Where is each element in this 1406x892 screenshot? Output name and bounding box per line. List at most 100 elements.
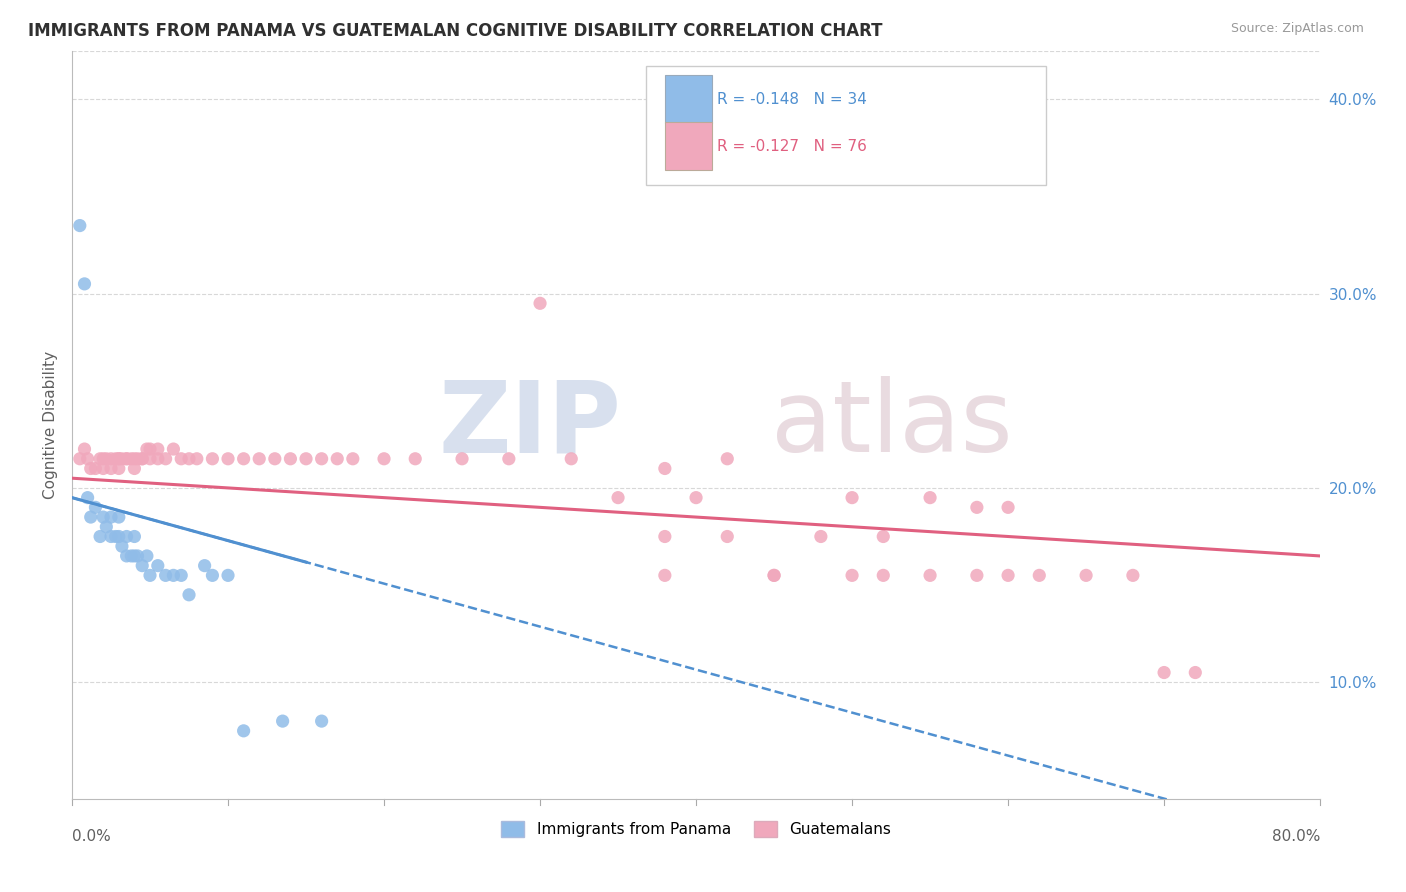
- Point: [560, 451, 582, 466]
- Point: [84, 461, 107, 475]
- FancyBboxPatch shape: [665, 75, 713, 123]
- Text: atlas: atlas: [770, 376, 1012, 474]
- Point: [91, 510, 114, 524]
- Point: [104, 529, 127, 543]
- Point: [654, 461, 676, 475]
- Point: [997, 500, 1019, 515]
- Text: R = -0.148   N = 34: R = -0.148 N = 34: [717, 92, 868, 107]
- Y-axis label: Cognitive Disability: Cognitive Disability: [44, 351, 58, 499]
- Point: [1184, 665, 1206, 680]
- Point: [155, 568, 177, 582]
- Point: [194, 558, 217, 573]
- Point: [108, 451, 131, 466]
- Point: [716, 529, 738, 543]
- Point: [1074, 568, 1097, 582]
- Point: [247, 451, 270, 466]
- Point: [139, 451, 162, 466]
- Point: [326, 451, 349, 466]
- Point: [124, 461, 146, 475]
- Point: [76, 491, 98, 505]
- Point: [108, 510, 131, 524]
- Point: [186, 451, 208, 466]
- Point: [498, 451, 520, 466]
- Point: [232, 451, 254, 466]
- Point: [115, 549, 138, 563]
- Point: [217, 568, 239, 582]
- Point: [177, 451, 200, 466]
- Point: [607, 491, 630, 505]
- Point: [263, 451, 285, 466]
- Point: [80, 510, 103, 524]
- Point: [91, 451, 114, 466]
- FancyBboxPatch shape: [665, 121, 713, 170]
- Point: [100, 451, 122, 466]
- Point: [201, 568, 224, 582]
- Point: [716, 451, 738, 466]
- Legend: Immigrants from Panama, Guatemalans: Immigrants from Panama, Guatemalans: [495, 815, 897, 844]
- Point: [217, 451, 239, 466]
- Point: [69, 451, 91, 466]
- Point: [162, 442, 184, 456]
- Point: [529, 296, 551, 310]
- Point: [872, 568, 894, 582]
- Point: [111, 539, 134, 553]
- Point: [108, 529, 131, 543]
- Point: [966, 500, 988, 515]
- Point: [108, 461, 131, 475]
- Text: 80.0%: 80.0%: [1272, 829, 1320, 844]
- Point: [80, 461, 103, 475]
- Point: [654, 529, 676, 543]
- Point: [342, 451, 364, 466]
- Point: [146, 451, 169, 466]
- Point: [280, 451, 302, 466]
- Point: [311, 714, 333, 728]
- Point: [201, 451, 224, 466]
- Point: [124, 529, 146, 543]
- Point: [124, 549, 146, 563]
- Point: [127, 451, 149, 466]
- Point: [146, 558, 169, 573]
- Point: [841, 568, 863, 582]
- Text: Source: ZipAtlas.com: Source: ZipAtlas.com: [1230, 22, 1364, 36]
- Point: [232, 723, 254, 738]
- Point: [73, 277, 96, 291]
- Text: IMMIGRANTS FROM PANAMA VS GUATEMALAN COGNITIVE DISABILITY CORRELATION CHART: IMMIGRANTS FROM PANAMA VS GUATEMALAN COG…: [28, 22, 883, 40]
- Point: [1153, 665, 1175, 680]
- Point: [170, 451, 193, 466]
- Point: [115, 451, 138, 466]
- Point: [920, 568, 942, 582]
- Text: 0.0%: 0.0%: [72, 829, 111, 844]
- Point: [91, 461, 114, 475]
- Point: [84, 500, 107, 515]
- Point: [1028, 568, 1050, 582]
- Point: [131, 451, 153, 466]
- Point: [100, 529, 122, 543]
- Point: [135, 549, 157, 563]
- Point: [373, 451, 395, 466]
- Point: [139, 442, 162, 456]
- Point: [177, 588, 200, 602]
- Point: [73, 442, 96, 456]
- Point: [685, 491, 707, 505]
- Point: [404, 451, 426, 466]
- Text: R = -0.127   N = 76: R = -0.127 N = 76: [717, 139, 868, 154]
- Point: [810, 529, 832, 543]
- Point: [763, 568, 786, 582]
- Point: [115, 529, 138, 543]
- Text: ZIP: ZIP: [439, 376, 621, 474]
- Point: [841, 491, 863, 505]
- Point: [139, 568, 162, 582]
- Point: [111, 451, 134, 466]
- Point: [1122, 568, 1144, 582]
- Point: [115, 451, 138, 466]
- Point: [997, 568, 1019, 582]
- Point: [76, 451, 98, 466]
- Point: [89, 529, 111, 543]
- Point: [763, 141, 786, 155]
- Point: [763, 568, 786, 582]
- Point: [96, 451, 118, 466]
- Point: [100, 510, 122, 524]
- Point: [146, 442, 169, 456]
- Point: [120, 549, 142, 563]
- Point: [920, 491, 942, 505]
